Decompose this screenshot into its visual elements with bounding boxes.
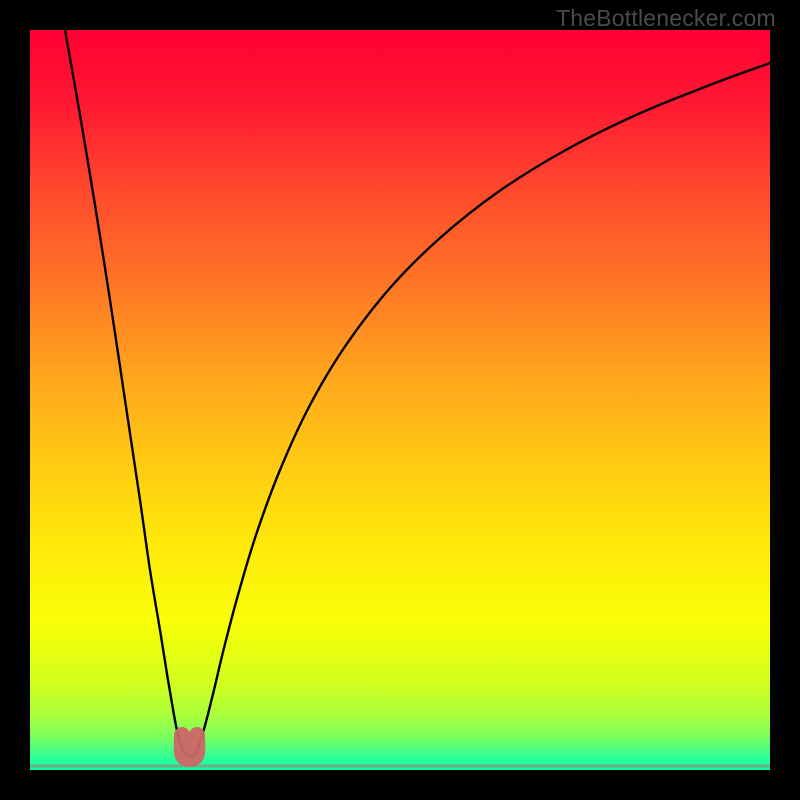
chart-svg: [30, 30, 770, 770]
minimum-marker: [182, 735, 198, 759]
plot-area: [30, 30, 770, 770]
bottleneck-curve: [65, 30, 770, 756]
watermark-text: TheBottlenecker.com: [556, 5, 776, 32]
